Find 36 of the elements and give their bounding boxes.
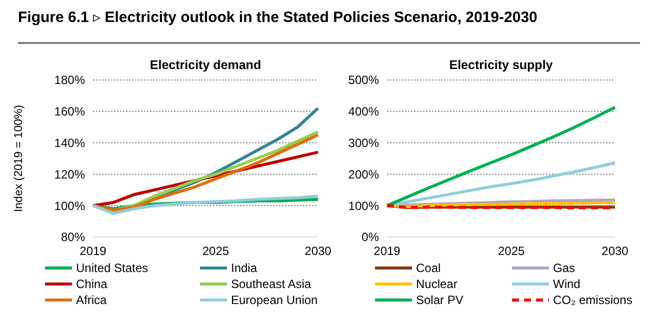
legend-label: CO₂ emissions (553, 293, 632, 308)
chart-title: Electricity demand (150, 58, 262, 72)
legend-label: Solar PV (416, 293, 464, 308)
y-tick-label: 100% (54, 198, 86, 213)
legend-label: Wind (553, 277, 580, 292)
y-tick-label: 120% (54, 167, 86, 182)
y-axis-title: Index (2019 = 100%) (13, 104, 25, 212)
chart-title: Electricity supply (449, 58, 553, 72)
y-tick-label: 180% (54, 73, 86, 88)
y-tick-label: 100% (348, 198, 380, 213)
y-tick-label: 80% (60, 230, 86, 244)
y-tick-label: 400% (348, 104, 380, 119)
line-series (386, 106, 616, 208)
legend-label: India (231, 261, 258, 276)
legend-label: Gas (553, 261, 576, 276)
x-tick-label: 2030 (602, 244, 629, 258)
x-tick-label: 2025 (202, 244, 230, 258)
legend-label: Africa (76, 293, 107, 308)
legend-label: United States (76, 261, 148, 276)
y-tick-label: 140% (54, 136, 86, 150)
caption: Figure 6.1 ▹ Electricity outlook in the Stated Policies Scenario, 2019-2030 (18, 9, 538, 26)
x-tick-label: 2019 (374, 244, 401, 258)
x-tick-label: 2030 (304, 244, 332, 258)
y-tick-label: 160% (54, 104, 86, 119)
x-tick-label: 2019 (80, 244, 107, 258)
x-tick-label: 2025 (498, 244, 526, 258)
legend-label: China (76, 277, 108, 292)
y-tick-label: 300% (348, 136, 380, 150)
y-tick-label: 0% (362, 230, 380, 244)
legend-label: European Union (231, 293, 318, 308)
line-series (92, 194, 320, 215)
legend-label: Nuclear (416, 277, 458, 292)
legend-label: Coal (416, 261, 441, 276)
legend-label: Southeast Asia (231, 277, 312, 292)
y-tick-label: 500% (348, 73, 380, 88)
y-tick-label: 200% (348, 167, 380, 182)
